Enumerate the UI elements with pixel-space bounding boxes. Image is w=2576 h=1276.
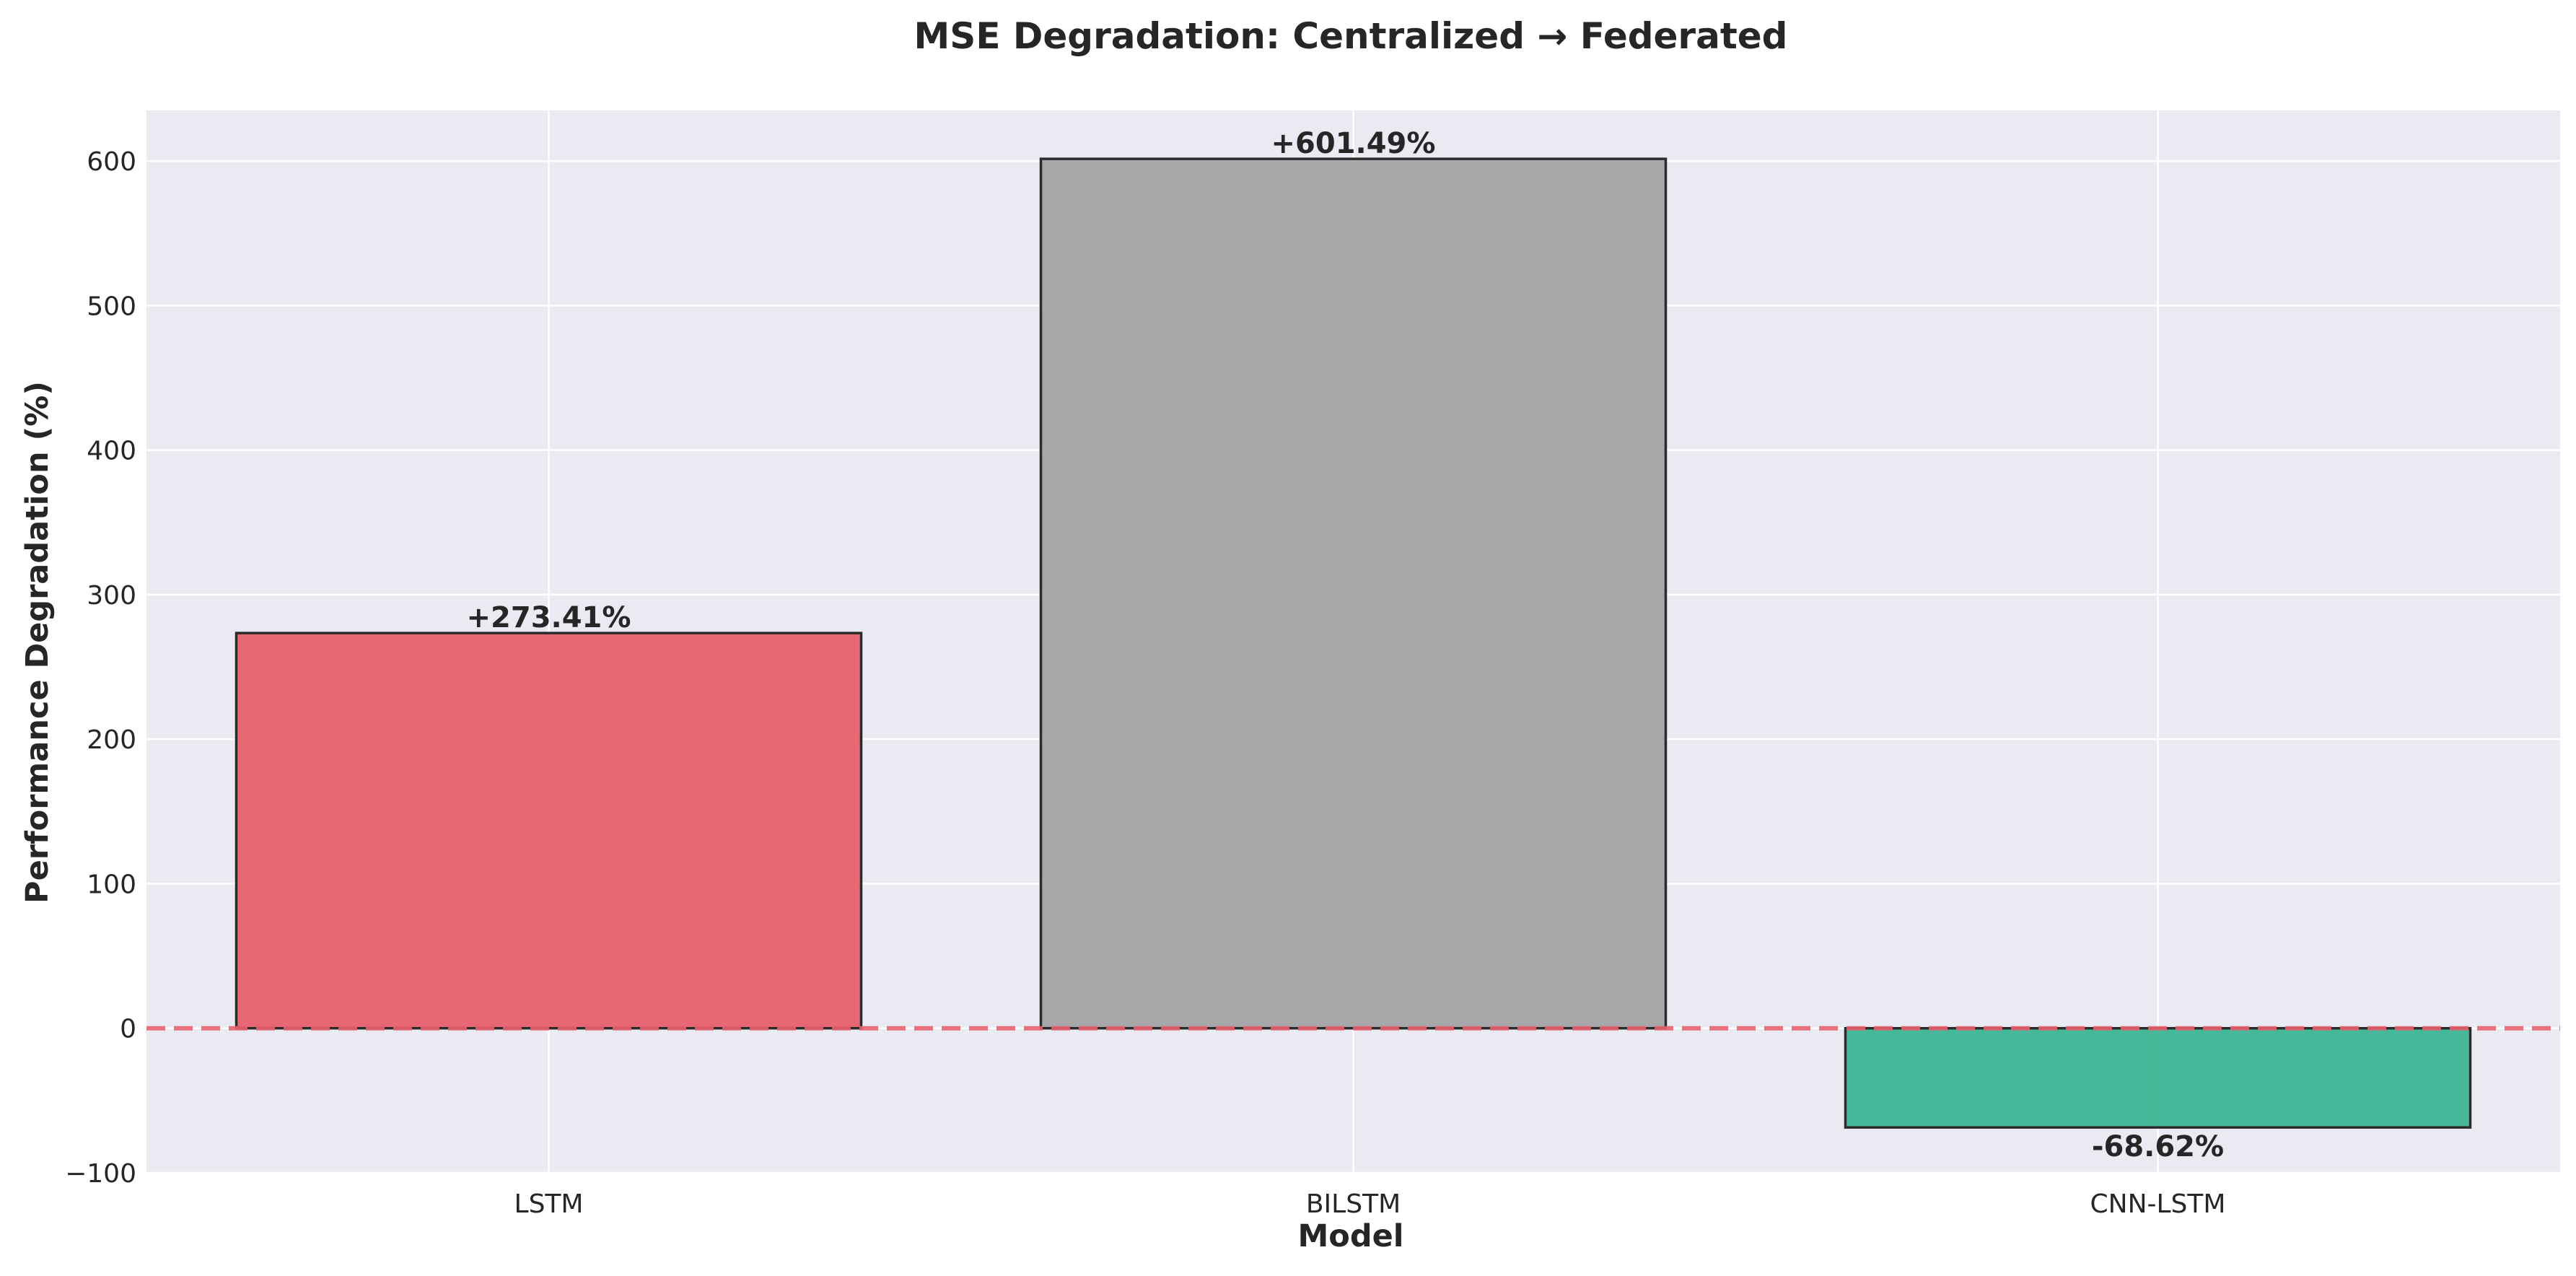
bars	[235, 157, 2472, 1129]
x-axis-ticks: LSTM BILSTM CNN-LSTM	[514, 1189, 2226, 1219]
y-axis-ticks: −100 0 100 200 300 400 500 600	[65, 147, 136, 1189]
y-tick-label: 400	[87, 437, 136, 466]
y-tick-label: 0	[120, 1015, 136, 1044]
bar-cnn-lstm	[1844, 1026, 2472, 1129]
y-tick-label: 600	[87, 147, 136, 177]
x-tick-label: LSTM	[514, 1189, 584, 1219]
x-tick-label: CNN-LSTM	[2090, 1189, 2226, 1219]
x-tick-label: BILSTM	[1306, 1189, 1401, 1219]
x-axis-title: Model	[1297, 1218, 1403, 1254]
bar-bilstm	[1039, 157, 1668, 1030]
y-tick-label: 300	[87, 581, 136, 611]
bar-lstm	[235, 632, 863, 1030]
bar-value-label: +273.41%	[467, 601, 631, 634]
y-tick-label: −100	[65, 1159, 136, 1189]
y-tick-label: 500	[87, 292, 136, 321]
data-labels: +273.41% +601.49% -68.62%	[467, 127, 2225, 1163]
chart-title: MSE Degradation: Centralized → Federated	[914, 15, 1788, 57]
y-axis-title: Performance Degradation (%)	[19, 381, 56, 904]
y-tick-label: 200	[87, 725, 136, 755]
bar-value-label: +601.49%	[1271, 127, 1436, 160]
y-tick-label: 100	[87, 870, 136, 899]
bar-value-label: -68.62%	[2092, 1130, 2224, 1163]
